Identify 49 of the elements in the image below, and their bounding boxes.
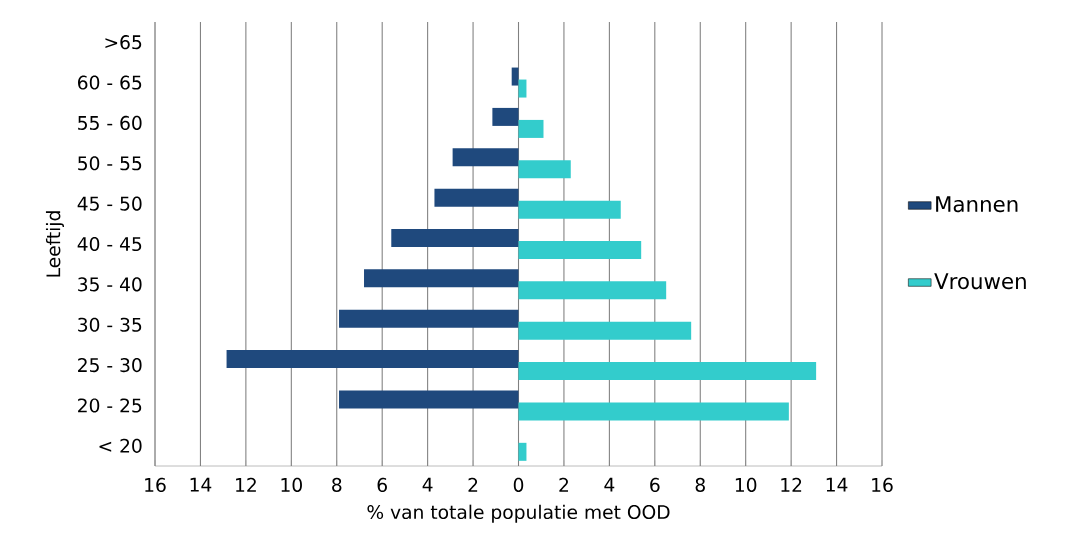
bar	[518, 200, 621, 219]
y-tick-label: 40 - 45	[77, 236, 142, 252]
bar	[452, 148, 519, 167]
x-tick-label: 10	[735, 477, 757, 492]
x-tick-label: 16	[145, 477, 166, 492]
bar	[339, 309, 519, 328]
bar	[226, 350, 519, 369]
x-tick-label: 8	[332, 477, 342, 492]
bar	[434, 188, 519, 207]
y-tick-label: 50 - 55	[78, 156, 142, 171]
x-tick-label: 6	[377, 477, 387, 492]
x-tick-label: 16	[872, 477, 893, 492]
bar	[518, 321, 692, 340]
x-tick-label: 0	[513, 477, 524, 492]
bar	[518, 402, 789, 421]
y-tick-label: 25 - 30	[78, 358, 142, 373]
x-tick-label: 4	[422, 477, 433, 492]
bar	[518, 281, 667, 300]
bar	[364, 269, 519, 288]
y-tick-label: 55 - 60	[78, 115, 142, 130]
x-tick-label: 6	[650, 477, 660, 492]
bar	[391, 229, 519, 247]
x-tick-label: 12	[236, 477, 256, 492]
y-tick-label: < 20	[99, 438, 142, 453]
y-tick-label: 30 - 35	[78, 317, 142, 332]
y-axis-title: Leeftijd	[45, 211, 65, 277]
x-tick-label: 8	[695, 477, 705, 492]
y-tick-label: 35 - 40	[78, 277, 142, 292]
bar	[518, 160, 571, 179]
bar	[518, 362, 817, 381]
x-tick-label: 4	[604, 477, 615, 492]
legend-label: Vrouwen	[934, 273, 1026, 290]
y-tick-label: >65	[105, 35, 142, 50]
bar	[339, 390, 519, 409]
x-tick-label: 14	[190, 477, 212, 492]
y-tick-label: 45 - 50	[77, 196, 142, 211]
bar	[518, 241, 642, 260]
x-tick-label: 10	[281, 477, 302, 492]
x-tick-label: 12	[781, 477, 802, 492]
legend-label: Mannen	[936, 196, 1018, 213]
x-axis-title: % van totale populatie met OOD	[367, 504, 670, 523]
x-tick-label: 14	[826, 477, 848, 492]
y-tick-label: 60 - 65	[78, 75, 142, 90]
x-tick-label: 2	[559, 477, 569, 492]
y-tick-label: 20 - 25	[78, 398, 142, 413]
bar	[518, 119, 544, 138]
bar	[492, 107, 519, 126]
bar	[511, 67, 519, 86]
x-tick-label: 2	[468, 477, 478, 492]
